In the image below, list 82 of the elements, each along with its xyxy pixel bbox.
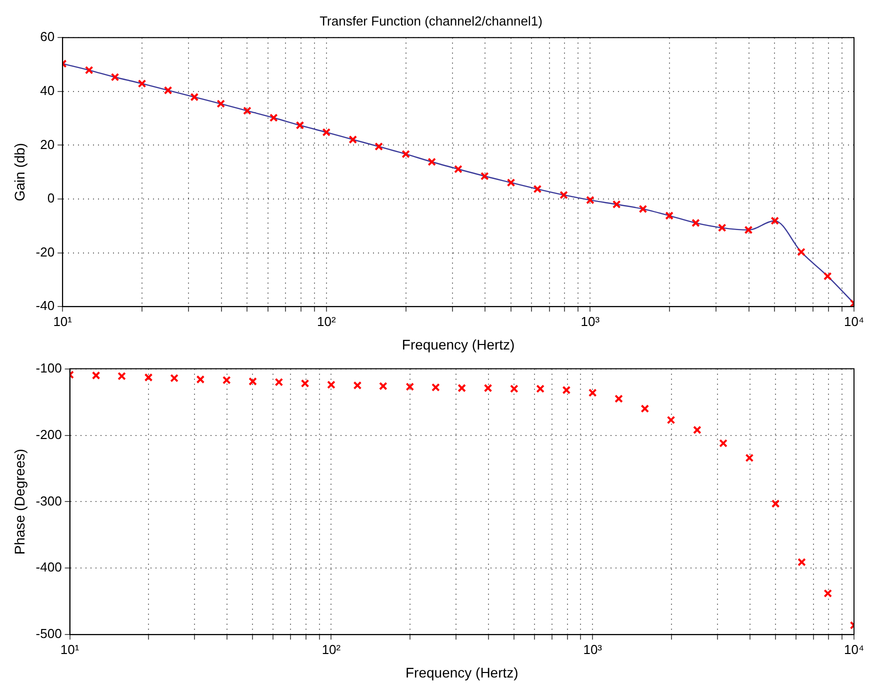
point — [718, 224, 726, 232]
point — [588, 388, 597, 397]
point — [692, 218, 700, 228]
point — [454, 164, 462, 174]
point — [506, 178, 516, 187]
point — [84, 66, 94, 74]
point — [458, 384, 466, 392]
point — [327, 380, 336, 389]
y-axis-title: Gain (db) — [11, 142, 28, 202]
y-tick-label: -400 — [36, 560, 62, 575]
point — [348, 135, 358, 144]
point — [586, 196, 594, 204]
chart-title: Transfer Function (channel2/channel1) — [320, 13, 542, 28]
x-tick-label: 10¹ — [53, 314, 73, 329]
x-tick-label: 10⁴ — [844, 642, 864, 657]
point — [248, 377, 257, 386]
x-tick-label: 10⁴ — [844, 314, 864, 329]
x-tick-label: 10³ — [583, 642, 603, 657]
point — [692, 426, 702, 434]
y-tick-label: 0 — [47, 190, 55, 206]
point — [560, 190, 568, 200]
x-axis-title: Frequency (Hertz) — [402, 336, 515, 352]
point — [274, 378, 284, 386]
point — [110, 72, 120, 82]
point — [823, 272, 832, 280]
x-axis-title: Frequency (Hertz) — [406, 664, 518, 680]
y-tick-label: -300 — [36, 493, 62, 508]
point — [118, 372, 126, 380]
point — [243, 106, 252, 115]
point — [406, 382, 414, 391]
point — [562, 386, 571, 394]
point — [92, 371, 100, 380]
point — [798, 558, 806, 566]
point — [428, 158, 436, 166]
point — [745, 454, 754, 462]
point — [666, 416, 676, 424]
point — [797, 248, 806, 256]
point — [719, 439, 728, 448]
point — [138, 79, 146, 88]
y-axis-title: Phase (Degrees) — [11, 448, 28, 555]
point — [170, 374, 178, 382]
y-tick-label: 60 — [40, 29, 55, 44]
point — [402, 150, 410, 158]
point — [374, 142, 383, 151]
point — [196, 375, 205, 384]
point — [190, 92, 199, 102]
point — [269, 114, 278, 122]
point — [216, 100, 226, 108]
point — [770, 216, 780, 225]
x-tick-label: 10² — [322, 642, 342, 657]
point — [322, 128, 331, 136]
x-tick-label: 10³ — [580, 314, 600, 329]
point — [771, 500, 780, 508]
y-tick-label: -500 — [36, 626, 62, 642]
point — [353, 381, 362, 390]
point — [510, 384, 518, 393]
point — [480, 172, 489, 180]
point — [144, 373, 153, 382]
point — [484, 384, 492, 392]
point — [614, 394, 623, 403]
point — [164, 86, 172, 95]
y-tick-label: -20 — [36, 244, 55, 260]
y-tick-label: -100 — [36, 360, 62, 376]
point — [612, 200, 621, 209]
y-tick-label: -40 — [36, 298, 55, 314]
point — [300, 379, 310, 388]
point — [638, 204, 648, 214]
point — [222, 376, 231, 384]
point — [533, 184, 542, 194]
point — [536, 384, 545, 393]
point — [824, 589, 832, 598]
y-tick-label: -200 — [36, 426, 62, 442]
y-tick-label: 20 — [40, 136, 55, 152]
y-tick-label: 40 — [40, 82, 55, 98]
point — [640, 404, 650, 413]
x-tick-label: 10² — [316, 314, 336, 329]
point — [665, 211, 674, 220]
point — [378, 382, 388, 390]
point — [744, 226, 753, 234]
point — [432, 383, 440, 392]
x-tick-label: 10¹ — [60, 642, 80, 657]
point — [296, 121, 304, 130]
